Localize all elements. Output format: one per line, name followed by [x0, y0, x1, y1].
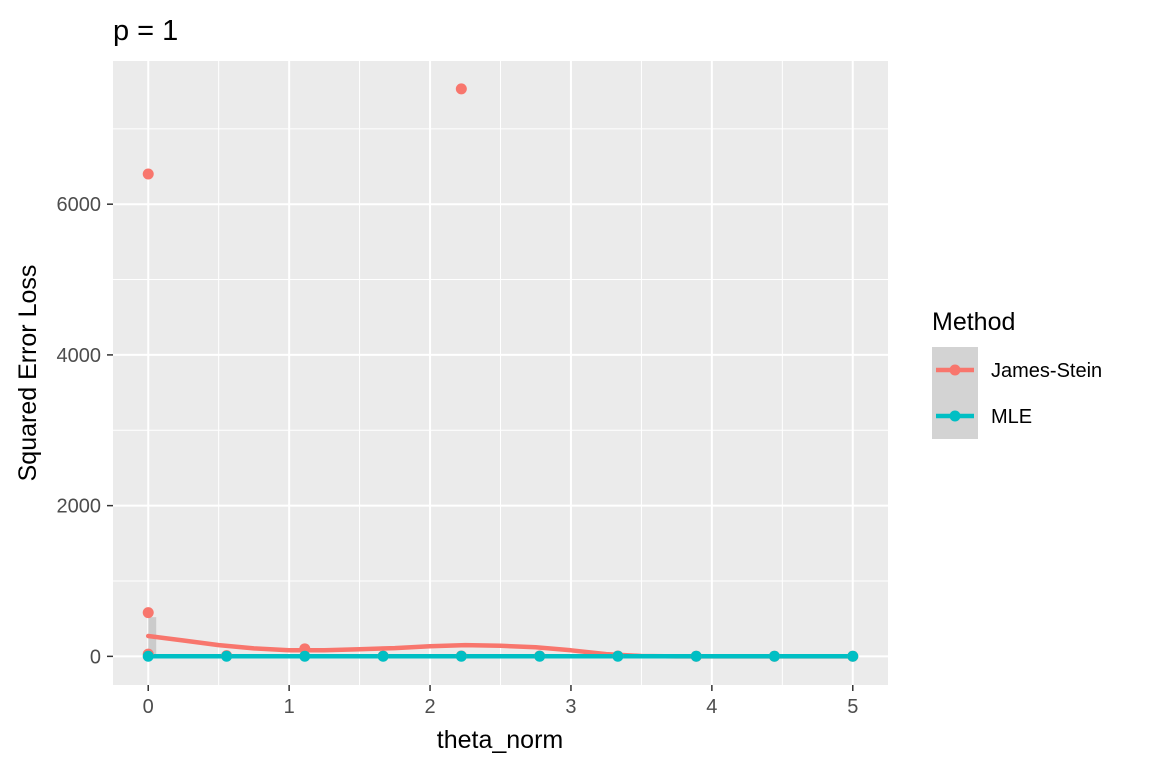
x-axis: 0 1 2 3 4 5 [143, 685, 858, 718]
y-tick-label: 0 [90, 646, 101, 668]
point-mle [612, 650, 624, 662]
y-axis-title: Squared Error Loss [14, 265, 42, 482]
x-tick-label: 1 [284, 696, 295, 718]
point-mle [690, 650, 702, 662]
point-james-stein [455, 83, 467, 95]
y-tick-label: 6000 [57, 194, 102, 216]
x-tick-label: 4 [706, 696, 717, 718]
legend-title: Method [932, 308, 1015, 336]
point-mle [299, 650, 311, 662]
legend-key-point [949, 410, 961, 422]
x-tick-label: 0 [143, 696, 154, 718]
minor-gridlines [113, 61, 888, 685]
legend-label: MLE [991, 406, 1032, 428]
point-mle [768, 650, 780, 662]
y-tick-label: 2000 [57, 496, 102, 518]
legend-key-point [949, 364, 961, 376]
point-mle [221, 650, 233, 662]
point-mle [455, 650, 467, 662]
legend: Method James-Stein MLE [932, 308, 1102, 439]
y-axis: 0 2000 4000 6000 [57, 194, 113, 668]
x-tick-label: 3 [565, 696, 576, 718]
y-tick-label: 4000 [57, 345, 102, 367]
point-mle [142, 650, 154, 662]
smooth-lines [145, 633, 856, 659]
x-tick-label: 2 [424, 696, 435, 718]
point-james-stein [142, 168, 154, 180]
point-mle [847, 650, 859, 662]
point-mle [534, 650, 546, 662]
x-tick-label: 5 [847, 696, 858, 718]
point-james-stein [142, 607, 154, 619]
data-points [142, 83, 859, 662]
x-axis-title: theta_norm [437, 726, 563, 754]
chart-title: p = 1 [113, 15, 178, 47]
point-mle [377, 650, 389, 662]
legend-label: James-Stein [991, 360, 1102, 382]
